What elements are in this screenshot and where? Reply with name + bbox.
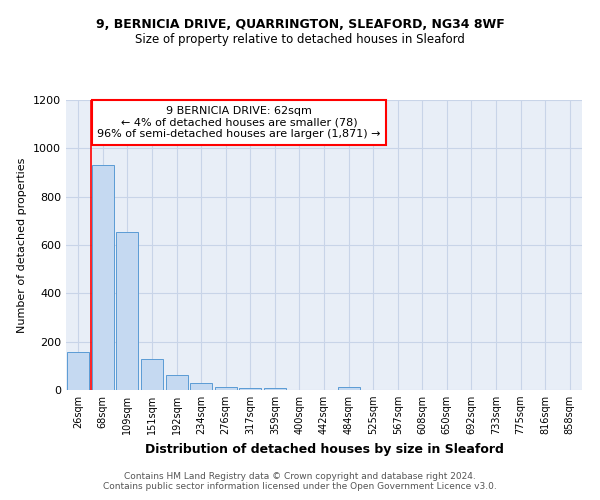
Bar [190,383,212,390]
Text: Size of property relative to detached houses in Sleaford: Size of property relative to detached ho… [135,32,465,46]
Bar [215,387,237,390]
Bar [92,165,114,390]
Bar [166,375,188,390]
Bar [67,352,89,390]
Text: Contains public sector information licensed under the Open Government Licence v3: Contains public sector information licen… [103,482,497,491]
Bar [141,358,163,390]
Text: 9, BERNICIA DRIVE, QUARRINGTON, SLEAFORD, NG34 8WF: 9, BERNICIA DRIVE, QUARRINGTON, SLEAFORD… [95,18,505,30]
Bar [116,232,139,390]
Text: 9 BERNICIA DRIVE: 62sqm
← 4% of detached houses are smaller (78)
96% of semi-det: 9 BERNICIA DRIVE: 62sqm ← 4% of detached… [97,106,380,139]
Text: Contains HM Land Registry data © Crown copyright and database right 2024.: Contains HM Land Registry data © Crown c… [124,472,476,481]
X-axis label: Distribution of detached houses by size in Sleaford: Distribution of detached houses by size … [145,442,503,456]
Y-axis label: Number of detached properties: Number of detached properties [17,158,28,332]
Bar [338,387,359,390]
Bar [264,388,286,390]
Bar [239,388,262,390]
